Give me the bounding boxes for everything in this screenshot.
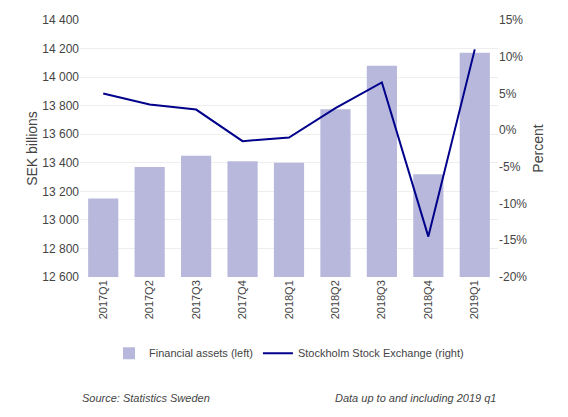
svg-text:15%: 15% — [499, 13, 523, 27]
svg-text:Stockholm Stock Exchange (righ: Stockholm Stock Exchange (right) — [298, 347, 464, 359]
svg-text:2018Q2: 2018Q2 — [329, 280, 341, 319]
svg-text:13 200: 13 200 — [42, 185, 79, 199]
svg-text:2019Q1: 2019Q1 — [468, 280, 480, 319]
svg-text:2017Q4: 2017Q4 — [236, 280, 248, 319]
svg-text:13 400: 13 400 — [42, 156, 79, 170]
svg-text:5%: 5% — [499, 87, 517, 101]
svg-text:2017Q1: 2017Q1 — [97, 280, 109, 319]
svg-text:-20%: -20% — [499, 270, 527, 284]
svg-text:10%: 10% — [499, 50, 523, 64]
svg-text:12 800: 12 800 — [42, 242, 79, 256]
svg-text:Percent: Percent — [530, 124, 546, 172]
svg-text:13 600: 13 600 — [42, 127, 79, 141]
svg-text:12 600: 12 600 — [42, 270, 79, 284]
svg-text:2017Q2: 2017Q2 — [143, 280, 155, 319]
svg-text:-15%: -15% — [499, 233, 527, 247]
svg-text:14 400: 14 400 — [42, 13, 79, 27]
svg-text:-10%: -10% — [499, 197, 527, 211]
svg-text:13 000: 13 000 — [42, 213, 79, 227]
svg-text:2018Q1: 2018Q1 — [283, 280, 295, 319]
svg-text:SEK billions: SEK billions — [24, 111, 40, 186]
svg-text:13 800: 13 800 — [42, 99, 79, 113]
svg-text:2017Q3: 2017Q3 — [190, 280, 202, 319]
svg-text:14 000: 14 000 — [42, 70, 79, 84]
svg-text:0%: 0% — [499, 123, 517, 137]
svg-text:Financial assets (left): Financial assets (left) — [149, 347, 253, 359]
svg-text:14 200: 14 200 — [42, 42, 79, 56]
svg-text:2018Q3: 2018Q3 — [375, 280, 387, 319]
svg-text:Source: Statistics Sweden: Source: Statistics Sweden — [82, 392, 210, 404]
svg-text:2018Q4: 2018Q4 — [422, 280, 434, 319]
svg-text:Data up to and including 2019: Data up to and including 2019 q1 — [335, 392, 496, 404]
svg-text:-5%: -5% — [499, 160, 521, 174]
